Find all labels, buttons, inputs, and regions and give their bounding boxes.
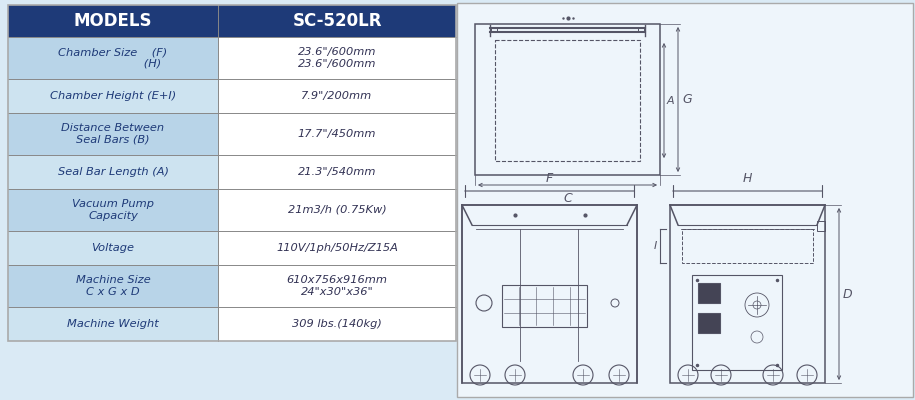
Text: G: G xyxy=(682,93,692,106)
Polygon shape xyxy=(8,37,218,79)
Text: 7.9"/200mm: 7.9"/200mm xyxy=(301,91,372,101)
Text: MODELS: MODELS xyxy=(74,12,152,30)
Polygon shape xyxy=(218,79,456,113)
Polygon shape xyxy=(8,155,218,189)
Text: F: F xyxy=(546,172,554,185)
Text: D: D xyxy=(843,288,853,300)
Polygon shape xyxy=(218,113,456,155)
Text: 21m3/h (0.75Kw): 21m3/h (0.75Kw) xyxy=(287,205,386,215)
Polygon shape xyxy=(218,307,456,341)
Text: Machine Size
C x G x D: Machine Size C x G x D xyxy=(76,275,150,297)
Text: 23.6"/600mm
23.6"/600mm: 23.6"/600mm 23.6"/600mm xyxy=(297,47,376,69)
Polygon shape xyxy=(8,113,218,155)
Text: I: I xyxy=(653,241,657,251)
Polygon shape xyxy=(457,3,913,397)
Text: 110V/1ph/50Hz/Z15A: 110V/1ph/50Hz/Z15A xyxy=(276,243,398,253)
Text: C: C xyxy=(563,192,572,205)
Text: H: H xyxy=(743,172,752,185)
Polygon shape xyxy=(8,265,218,307)
Text: A: A xyxy=(667,96,674,106)
Text: Distance Between
Seal Bars (B): Distance Between Seal Bars (B) xyxy=(61,123,165,145)
Text: 610x756x916mm
24"x30"x36": 610x756x916mm 24"x30"x36" xyxy=(286,275,387,297)
Polygon shape xyxy=(8,5,218,37)
Polygon shape xyxy=(698,283,720,303)
Text: Vacuum Pump
Capacity: Vacuum Pump Capacity xyxy=(72,199,154,221)
Text: 17.7"/450mm: 17.7"/450mm xyxy=(297,129,376,139)
Polygon shape xyxy=(698,313,720,333)
Polygon shape xyxy=(218,189,456,231)
Text: 309 lbs.(140kg): 309 lbs.(140kg) xyxy=(292,319,382,329)
Polygon shape xyxy=(218,231,456,265)
Polygon shape xyxy=(218,5,456,37)
Text: Seal Bar Length (A): Seal Bar Length (A) xyxy=(58,167,168,177)
Text: Chamber Height (E+I): Chamber Height (E+I) xyxy=(50,91,176,101)
Polygon shape xyxy=(8,307,218,341)
Polygon shape xyxy=(8,231,218,265)
Text: Voltage: Voltage xyxy=(92,243,135,253)
Polygon shape xyxy=(8,189,218,231)
Polygon shape xyxy=(218,265,456,307)
Text: 21.3"/540mm: 21.3"/540mm xyxy=(297,167,376,177)
Text: SC-520LR: SC-520LR xyxy=(292,12,382,30)
Polygon shape xyxy=(8,79,218,113)
Text: Machine Weight: Machine Weight xyxy=(67,319,159,329)
Polygon shape xyxy=(218,37,456,79)
Text: Chamber Size    (F)
                      (H): Chamber Size (F) (H) xyxy=(59,47,167,69)
Polygon shape xyxy=(218,155,456,189)
